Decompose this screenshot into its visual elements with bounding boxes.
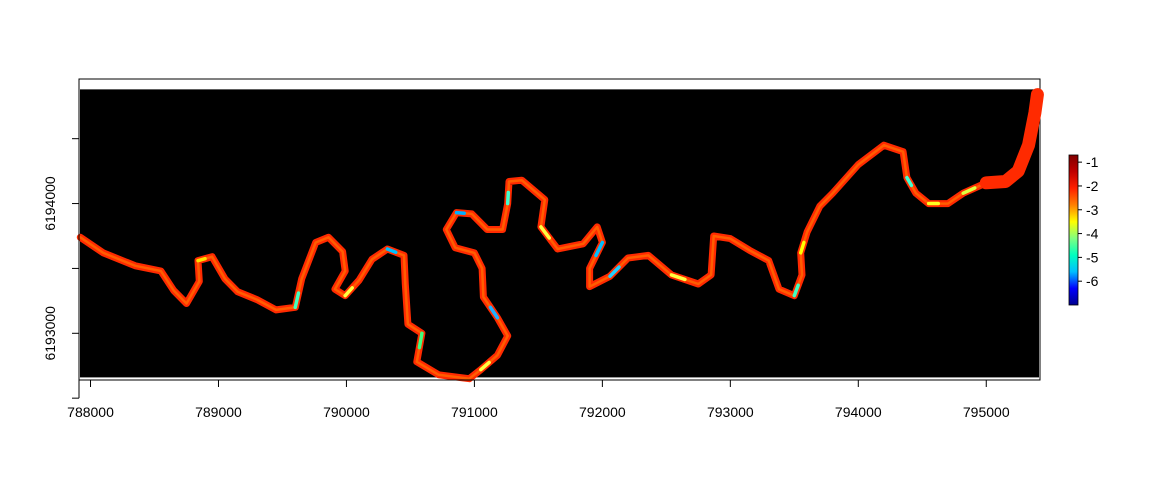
river-depth-accent	[343, 286, 354, 298]
river-depth-accent	[488, 305, 500, 320]
x-axis: 788000 789000 790000 791000 792000 793000 7940…	[67, 379, 1010, 420]
river-depth-accent	[196, 256, 207, 263]
river-depth-accent	[417, 331, 424, 350]
river-depth-accent	[539, 225, 552, 240]
river-depth-accent	[905, 175, 914, 188]
river-depth-accent	[479, 360, 491, 372]
x-tick-label: 790000	[323, 404, 370, 420]
colorbar-label: -6	[1086, 273, 1099, 289]
colorbar-label: -1	[1086, 154, 1099, 170]
colorbar-legend: -1 -2 -3 -4 -5 -6	[1068, 154, 1099, 306]
x-tick-label: 791000	[451, 404, 498, 420]
river-depth-accent	[961, 186, 977, 195]
river-depth-accent	[293, 291, 301, 310]
colorbar-label: -2	[1086, 178, 1099, 194]
x-tick-label: 794000	[835, 404, 882, 420]
river-depth-accent	[505, 190, 511, 206]
river-outlet	[979, 88, 1044, 190]
y-axis: 6193000 6194000	[42, 138, 80, 399]
colorbar-gradient	[1068, 154, 1079, 306]
colorbar-label: -3	[1086, 202, 1099, 218]
x-tick-label: 789000	[195, 404, 242, 420]
colorbar-label: -4	[1086, 226, 1099, 242]
river-depth-accent	[669, 273, 687, 282]
river-depth-accent	[792, 283, 800, 298]
x-tick-label: 788000	[67, 404, 114, 420]
x-tick-label: 792000	[579, 404, 626, 420]
y-tick-label: 6193000	[42, 306, 58, 361]
river-channel-core	[79, 93, 1039, 380]
river-depth-accent	[608, 265, 621, 278]
river-depth-accent	[798, 240, 806, 255]
river-depth-accent	[454, 210, 466, 216]
colorbar-label: -5	[1086, 249, 1099, 265]
river-layer	[76, 88, 1044, 383]
x-tick-label: 793000	[707, 404, 754, 420]
river-depth-accent	[594, 240, 605, 258]
raster-background	[80, 89, 1039, 378]
x-tick-label: 795000	[963, 404, 1010, 420]
river-depth-accent	[385, 247, 398, 254]
y-tick-label: 6194000	[42, 176, 58, 231]
